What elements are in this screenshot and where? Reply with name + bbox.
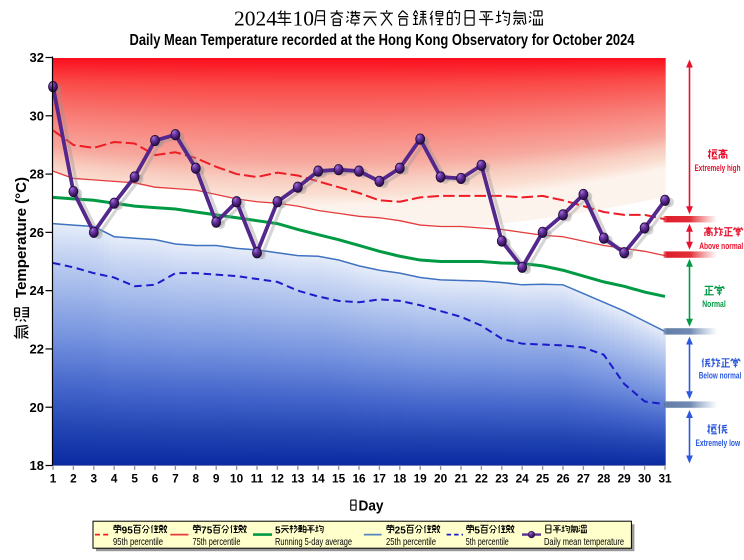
svg-text:Daily Mean Temperature recorde: Daily Mean Temperature recorded at the H… bbox=[130, 32, 635, 49]
svg-text:Running 5-day average: Running 5-day average bbox=[275, 536, 352, 548]
svg-text:Normal: Normal bbox=[702, 299, 726, 310]
svg-text:29: 29 bbox=[618, 472, 632, 486]
svg-text:9: 9 bbox=[122, 525, 128, 536]
svg-text:16: 16 bbox=[352, 472, 366, 486]
svg-text:25th percentile: 25th percentile bbox=[386, 536, 436, 548]
svg-text:17: 17 bbox=[373, 472, 387, 486]
svg-text:2: 2 bbox=[395, 525, 401, 536]
svg-text:18: 18 bbox=[393, 472, 407, 486]
svg-text:1: 1 bbox=[50, 472, 57, 486]
svg-text:Above normal: Above normal bbox=[699, 241, 743, 252]
svg-text:95th percentile: 95th percentile bbox=[113, 536, 163, 548]
svg-text:30: 30 bbox=[30, 108, 44, 123]
svg-text:25: 25 bbox=[536, 472, 550, 486]
svg-text:2: 2 bbox=[70, 472, 77, 486]
svg-text:Below normal: Below normal bbox=[699, 371, 742, 382]
svg-text:Extremely low: Extremely low bbox=[695, 438, 740, 449]
svg-text:15: 15 bbox=[332, 472, 346, 486]
svg-text:28: 28 bbox=[597, 472, 611, 486]
svg-text:Extremely high: Extremely high bbox=[695, 163, 741, 174]
svg-text:8: 8 bbox=[193, 472, 200, 486]
svg-text:5: 5 bbox=[474, 525, 480, 536]
svg-text:2024: 2024 bbox=[234, 7, 277, 31]
svg-text:22: 22 bbox=[30, 342, 44, 357]
svg-text:14: 14 bbox=[312, 472, 326, 486]
svg-text:5: 5 bbox=[275, 525, 281, 536]
svg-text:3: 3 bbox=[91, 472, 98, 486]
svg-text:75th percentile: 75th percentile bbox=[193, 536, 241, 548]
svg-text:5th percentile: 5th percentile bbox=[466, 536, 509, 548]
svg-text:10: 10 bbox=[230, 472, 244, 486]
svg-text:7: 7 bbox=[172, 472, 179, 486]
svg-text:21: 21 bbox=[454, 472, 468, 486]
svg-text:26: 26 bbox=[556, 472, 570, 486]
svg-text:24: 24 bbox=[30, 283, 45, 298]
svg-text:20: 20 bbox=[30, 400, 44, 415]
svg-text:18: 18 bbox=[30, 458, 44, 473]
svg-text:23: 23 bbox=[495, 472, 509, 486]
svg-text:6: 6 bbox=[152, 472, 159, 486]
svg-text:5: 5 bbox=[131, 472, 138, 486]
svg-text:Day: Day bbox=[359, 498, 385, 515]
svg-text:27: 27 bbox=[577, 472, 591, 486]
svg-text:26: 26 bbox=[30, 225, 44, 240]
svg-text:7: 7 bbox=[201, 525, 207, 536]
svg-text:28: 28 bbox=[30, 167, 44, 182]
svg-text:10: 10 bbox=[293, 7, 315, 31]
svg-text:Daily mean temperature: Daily mean temperature bbox=[544, 536, 624, 548]
svg-text:5: 5 bbox=[207, 525, 213, 536]
svg-text:24: 24 bbox=[516, 472, 530, 486]
svg-text:4: 4 bbox=[111, 472, 118, 486]
svg-text:5: 5 bbox=[127, 525, 133, 536]
svg-text:12: 12 bbox=[271, 472, 285, 486]
svg-text:30: 30 bbox=[638, 472, 652, 486]
svg-text:13: 13 bbox=[291, 472, 305, 486]
svg-text:20: 20 bbox=[434, 472, 448, 486]
svg-text:9: 9 bbox=[213, 472, 220, 486]
svg-text:31: 31 bbox=[658, 472, 672, 486]
svg-text:Temperature (°C): Temperature (°C) bbox=[13, 177, 30, 298]
svg-text:22: 22 bbox=[475, 472, 489, 486]
svg-text:32: 32 bbox=[30, 50, 44, 65]
svg-text:11: 11 bbox=[251, 472, 264, 486]
svg-text:5: 5 bbox=[400, 525, 406, 536]
svg-text:19: 19 bbox=[414, 472, 428, 486]
